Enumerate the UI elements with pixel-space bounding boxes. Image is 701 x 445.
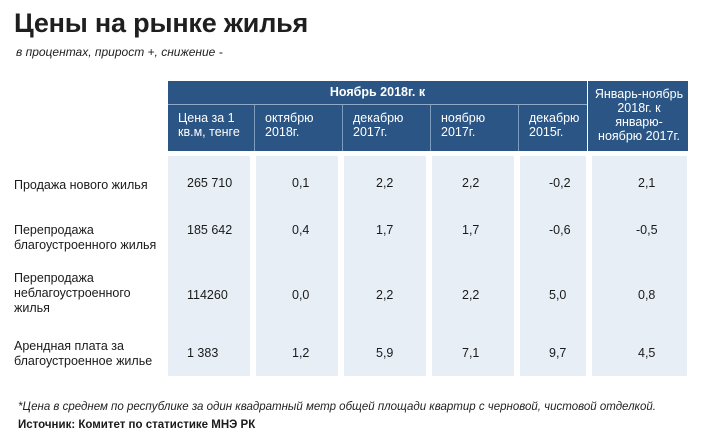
header-price: Цена за 1 кв.м, тенге bbox=[168, 105, 254, 151]
row-label-new-housing: Продажа нового жилья bbox=[14, 178, 148, 192]
table-cell: 5,9 bbox=[376, 346, 394, 360]
table-cell: 7,1 bbox=[462, 346, 480, 360]
table-cell: 1,2 bbox=[292, 346, 310, 360]
table-cell: 0,1 bbox=[292, 176, 310, 190]
table-cell: 5,0 bbox=[549, 288, 567, 302]
table-cell: 1 383 bbox=[187, 346, 219, 360]
table-cell: 185 642 bbox=[187, 223, 233, 237]
table-cell: 2,2 bbox=[376, 288, 394, 302]
header-group-label: Ноябрь 2018г. к bbox=[168, 81, 587, 104]
page-title: Цены на рынке жилья bbox=[14, 8, 309, 38]
header-divider bbox=[430, 105, 431, 151]
table-cell: 9,7 bbox=[549, 346, 567, 360]
row-label-resale-unimproved: Перепродажа неблагоустроенного жилья bbox=[14, 271, 131, 315]
table-cell: -0,6 bbox=[549, 223, 571, 237]
source-note: Источник: Комитет по статистике МНЭ РК bbox=[18, 419, 256, 431]
table-cell: -0,2 bbox=[549, 176, 571, 190]
table-cell: 1,7 bbox=[462, 223, 480, 237]
column-bg bbox=[168, 156, 250, 376]
table-cell: 2,2 bbox=[462, 176, 480, 190]
table-cell: 0,4 bbox=[292, 223, 310, 237]
header-col-dec2017: декабрю 2017г. bbox=[343, 105, 430, 151]
column-bg bbox=[520, 156, 586, 376]
page-subtitle: в процентах, прирост +, снижение - bbox=[16, 45, 223, 59]
header-ytd: Январь-ноябрь 2018г. к январю-ноябрю 201… bbox=[588, 81, 688, 151]
header-divider bbox=[254, 105, 255, 151]
table-cell: 1,7 bbox=[376, 223, 394, 237]
table-cell: 2,2 bbox=[376, 176, 394, 190]
header-divider bbox=[342, 105, 343, 151]
table-cell: 0,0 bbox=[292, 288, 310, 302]
column-bg bbox=[344, 156, 426, 376]
table-cell: 265 710 bbox=[187, 176, 233, 190]
table-cell: 2,2 bbox=[462, 288, 480, 302]
footnote: *Цена в среднем по республике за один кв… bbox=[18, 401, 656, 413]
table-cell: -0,5 bbox=[636, 223, 658, 237]
table-cell: 4,5 bbox=[638, 346, 656, 360]
header-col-nov2017: ноябрю 2017г. bbox=[431, 105, 518, 151]
row-label-rent: Арендная плата за благоустроенное жилье bbox=[14, 339, 153, 368]
header-divider bbox=[518, 105, 519, 151]
header-separator bbox=[168, 104, 587, 105]
row-label-resale-improved: Перепродажа благоустроенного жилья bbox=[14, 223, 157, 252]
column-bg bbox=[256, 156, 338, 376]
header-col-oct2018: октябрю 2018г. bbox=[255, 105, 342, 151]
column-bg bbox=[432, 156, 514, 376]
column-bg bbox=[592, 156, 687, 376]
table-cell: 2,1 bbox=[638, 176, 656, 190]
table-cell: 114260 bbox=[187, 288, 228, 302]
header-col-dec2015: декабрю 2015г. bbox=[519, 105, 587, 151]
table-cell: 0,8 bbox=[638, 288, 656, 302]
